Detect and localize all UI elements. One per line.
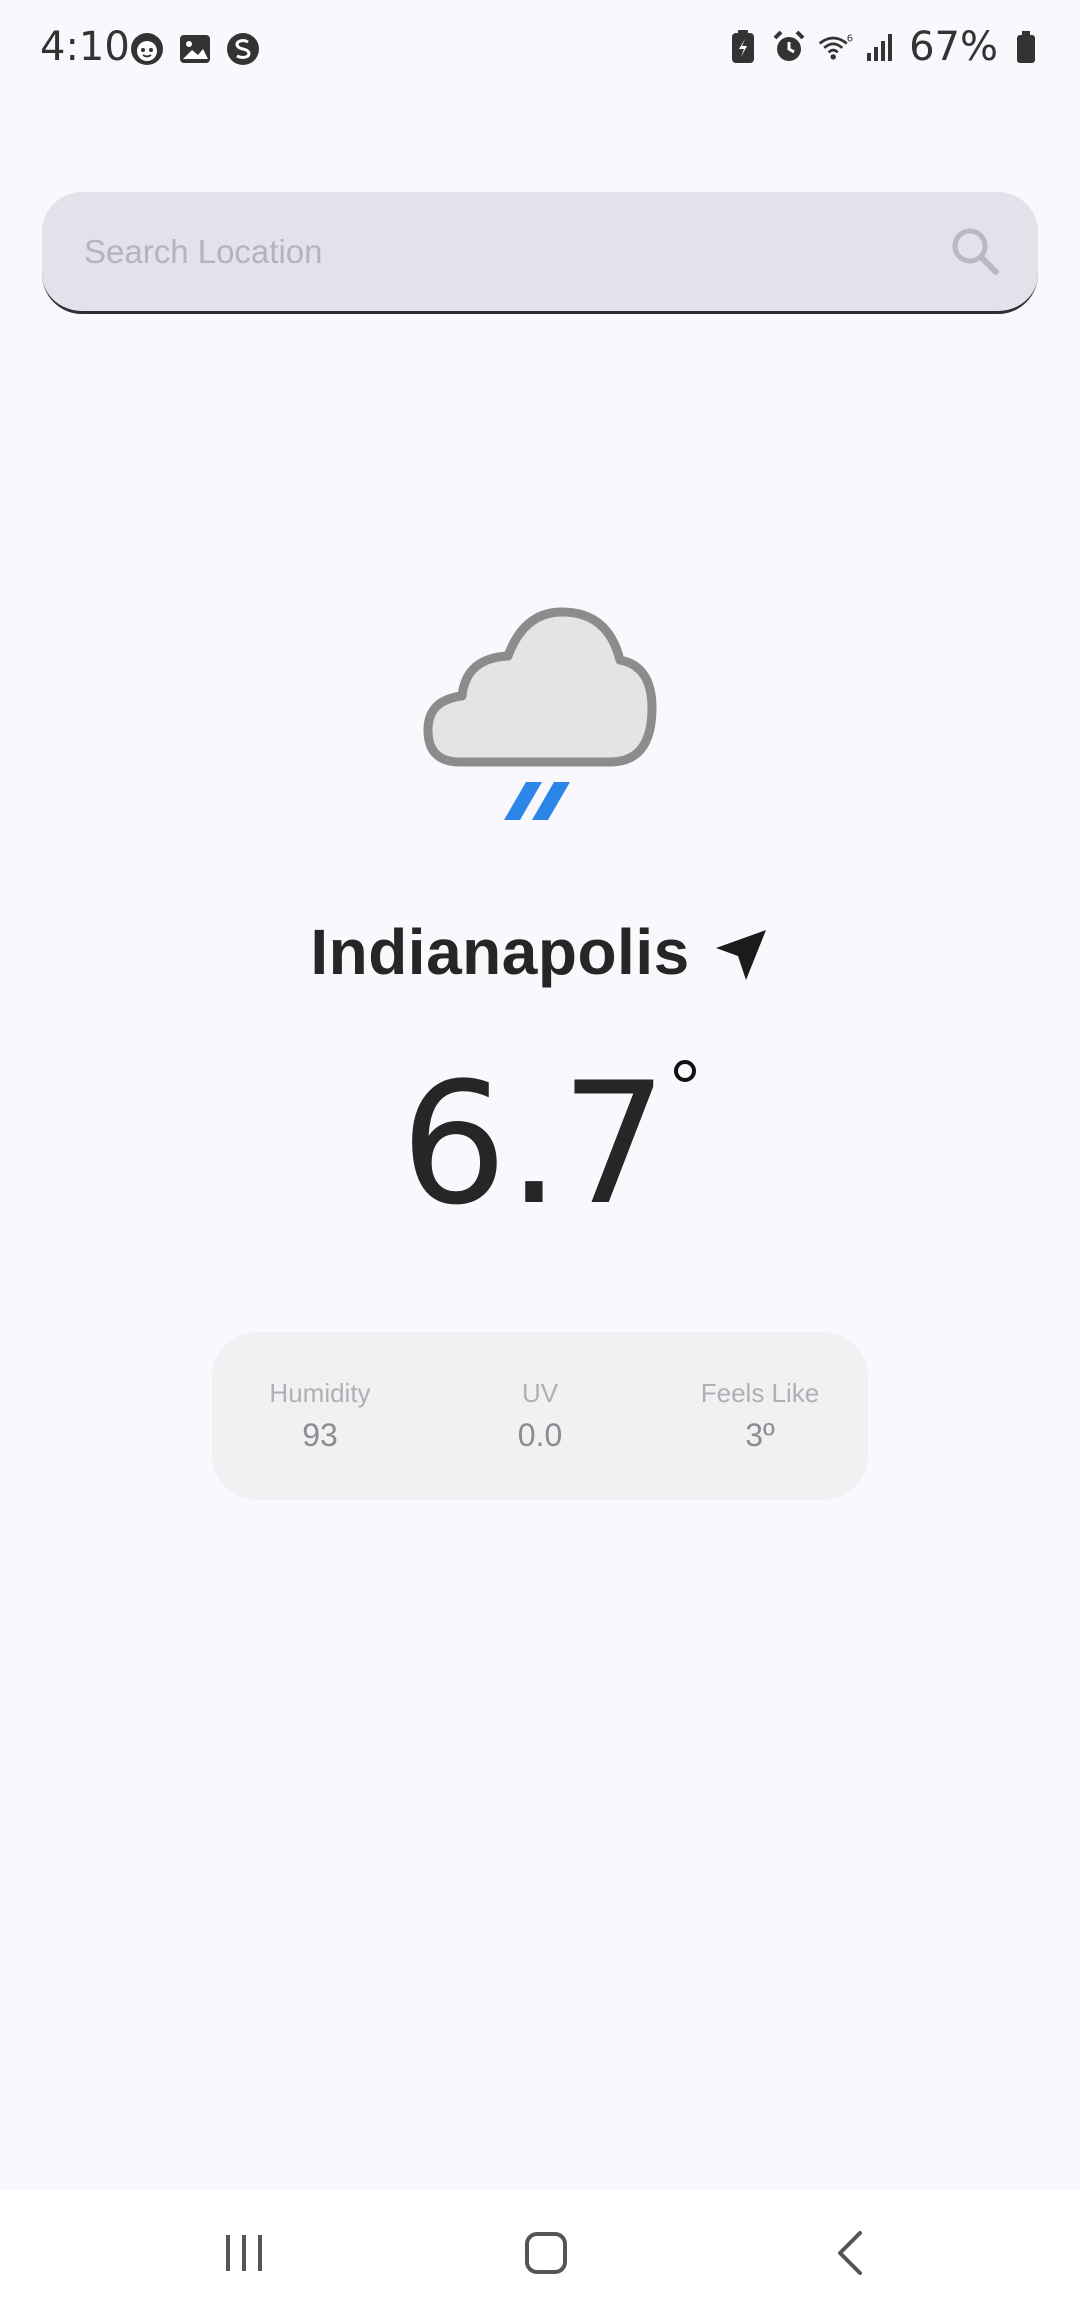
humidity-label: Humidity [269,1378,371,1408]
svg-text:6: 6 [847,34,853,45]
location-row: Indianapolis [0,915,1080,989]
search-input[interactable] [82,192,926,312]
face-icon [128,30,166,68]
home-button[interactable] [456,2190,636,2316]
weather-details-card: Humidity 93 UV 0.0 Feels Like 3º [212,1332,868,1500]
uv-label: UV [521,1378,559,1408]
image-icon [176,30,214,68]
rain-cloud-icon [423,607,657,820]
notification-icons [128,30,262,68]
degree-icon [673,1060,696,1082]
uv-value: 0.0 [517,1417,563,1453]
signal-icon [863,27,899,67]
humidity-detail: Humidity 93 [250,1332,390,1500]
wifi-6-icon: 6 [817,27,853,67]
feels-like-value: 3º [745,1417,775,1453]
battery-saver-icon [725,27,761,67]
alarm-icon [771,27,807,67]
battery-percentage: 67% [909,24,998,70]
back-button[interactable] [760,2190,940,2316]
battery-icon [1008,27,1044,67]
status-bar: 4:10 [0,0,1080,100]
city-name: Indianapolis [310,916,690,988]
status-time: 4:10 [40,24,130,70]
recent-apps-button[interactable] [154,2190,334,2316]
back-icon [838,2231,862,2275]
uv-detail: UV 0.0 [470,1332,610,1500]
temperature-value: 6.7 [400,1046,668,1242]
home-icon [525,2232,567,2274]
s-circle-icon [224,30,262,68]
navigation-arrow-icon [715,930,766,980]
system-status-icons: 6 67% [725,24,1044,70]
search-bar[interactable] [42,192,1038,314]
search-icon[interactable] [948,224,1002,278]
temperature-row: 6.7 [0,1060,1080,1228]
feels-like-label: Feels Like [700,1378,820,1408]
recent-apps-icon [226,2235,262,2271]
feels-like-detail: Feels Like 3º [690,1332,830,1500]
system-navigation-bar [0,2190,1080,2316]
humidity-value: 93 [302,1417,338,1453]
